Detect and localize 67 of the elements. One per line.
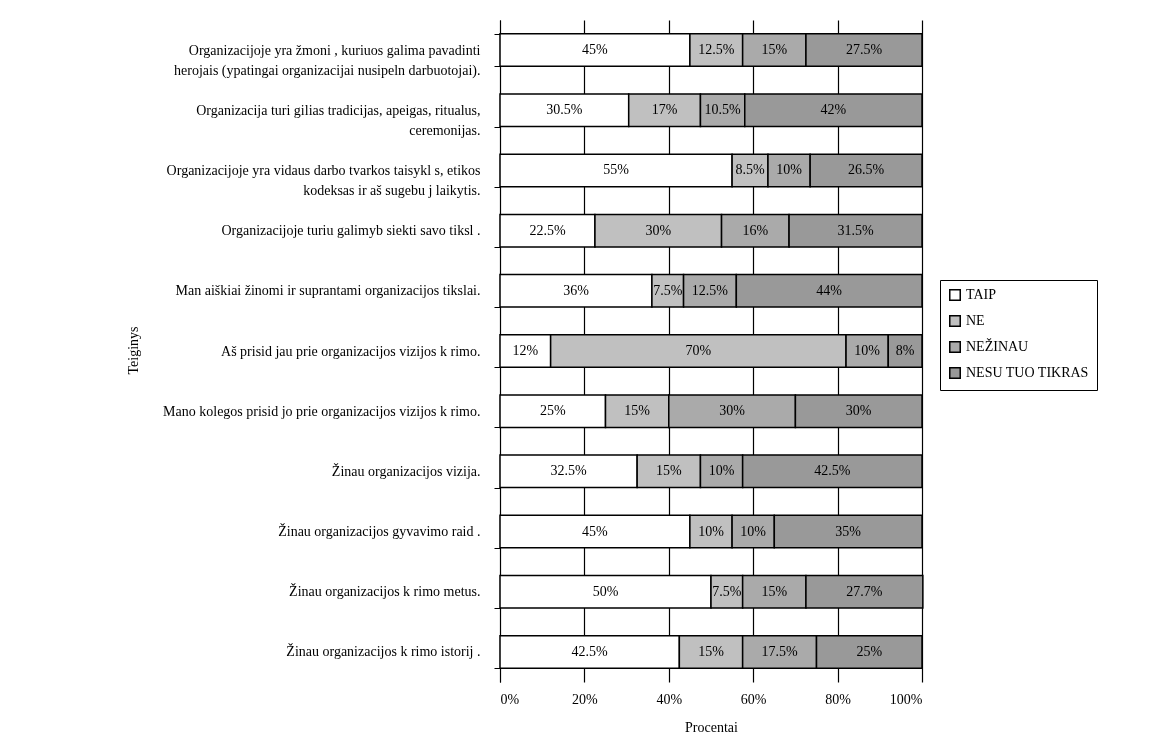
data-label: 55% xyxy=(603,162,630,178)
data-label: 45% xyxy=(582,42,609,58)
data-label: 8% xyxy=(895,343,915,358)
data-label: 27.5% xyxy=(845,42,883,58)
data-label: 32.5% xyxy=(550,463,587,479)
data-label: 45% xyxy=(582,523,609,539)
legend-label: NESU TUO TIKRAS xyxy=(966,365,1089,380)
y-tick-label: Organizacijoje turiu galimyb siekti savo tiksl . xyxy=(221,223,481,239)
legend-label: NE xyxy=(966,313,985,328)
x-tick-label: 0% xyxy=(500,691,520,707)
data-label: 16% xyxy=(742,222,769,238)
data-label: 15% xyxy=(655,463,682,479)
data-label: 42% xyxy=(820,102,847,118)
y-tick-label: Žinau organizacijos vizija. xyxy=(331,462,481,479)
x-tick-label: 40% xyxy=(656,691,683,707)
data-label: 17% xyxy=(651,102,678,118)
data-label: 7.5% xyxy=(712,583,742,599)
legend-label: NEŽINAU xyxy=(966,338,1029,354)
data-label: 27.7% xyxy=(846,583,883,599)
x-tick-label: 20% xyxy=(572,691,599,707)
y-tick-label: Žinau organizacijos k rimo metus. xyxy=(289,583,481,600)
data-label: 36% xyxy=(563,282,590,298)
data-label: 42.5% xyxy=(571,643,609,659)
y-tick-label: Organizacijoje yra vidaus darbo tvarkos taisykl s, etikos kodeksas ir aš sugebu j laikytis. xyxy=(166,162,481,198)
y-tick-label: Organizacijoje yra žmoni , kuriuos galima pavadinti herojais (ypatingai organizacijai nusipeln darbuotojai). xyxy=(174,42,481,79)
data-label: 35% xyxy=(835,523,862,539)
data-label: 10% xyxy=(708,463,735,479)
data-label: 25% xyxy=(539,403,566,419)
data-label: 17.5% xyxy=(761,643,798,659)
data-label: 10.5% xyxy=(704,102,742,118)
y-tick-label: Man aiškiai žinomi ir suprantami organizacijos tikslai. xyxy=(175,283,481,299)
y-tick-label: Organizacija turi gilias tradicijas, apeigas, ritualus, ceremonijas. xyxy=(196,102,481,138)
data-label: 15% xyxy=(698,643,725,659)
x-tick-label: 100% xyxy=(889,691,923,707)
data-label: 44% xyxy=(816,282,843,298)
data-label: 10% xyxy=(698,523,725,539)
data-label: 12% xyxy=(512,343,539,358)
y-tick-label: Žinau organizacijos k rimo istorij . xyxy=(286,643,481,660)
legend-label: TAIP xyxy=(966,287,997,302)
data-label: 12.5% xyxy=(698,42,735,58)
data-label: 50% xyxy=(592,583,619,599)
data-label: 15% xyxy=(624,403,651,419)
data-label: 10% xyxy=(740,523,767,539)
data-label: 7.5% xyxy=(653,282,683,298)
data-label: 30% xyxy=(719,403,746,419)
data-label: 10% xyxy=(854,343,881,358)
data-label: 42.5% xyxy=(814,463,851,479)
data-label: 10% xyxy=(776,162,803,178)
data-label: 30% xyxy=(645,222,672,238)
data-label: 31.5% xyxy=(837,222,874,238)
y-axis-title: Teiginys xyxy=(125,326,141,375)
data-label: 30% xyxy=(845,403,872,419)
y-tick-label: Žinau organizacijos gyvavimo raid . xyxy=(278,523,481,540)
data-label: 15% xyxy=(761,583,788,599)
x-tick-label: 60% xyxy=(740,691,767,707)
data-label: 26.5% xyxy=(848,162,885,178)
data-label: 70% xyxy=(685,343,712,358)
data-label: 22.5% xyxy=(529,222,566,238)
y-tick-label: Mano kolegos prisid jo prie organizacijos vizijos k rimo. xyxy=(163,403,481,419)
data-label: 8.5% xyxy=(735,162,765,178)
data-label: 30.5% xyxy=(546,102,583,118)
data-label: 12.5% xyxy=(691,282,729,298)
y-tick-label: Aš prisid jau prie organizacijos vizijos k rimo. xyxy=(221,343,481,359)
x-tick-label: 80% xyxy=(825,691,852,707)
x-axis-title: Procentai xyxy=(685,719,739,735)
data-label: 25% xyxy=(856,643,883,659)
data-label: 15% xyxy=(761,42,788,58)
